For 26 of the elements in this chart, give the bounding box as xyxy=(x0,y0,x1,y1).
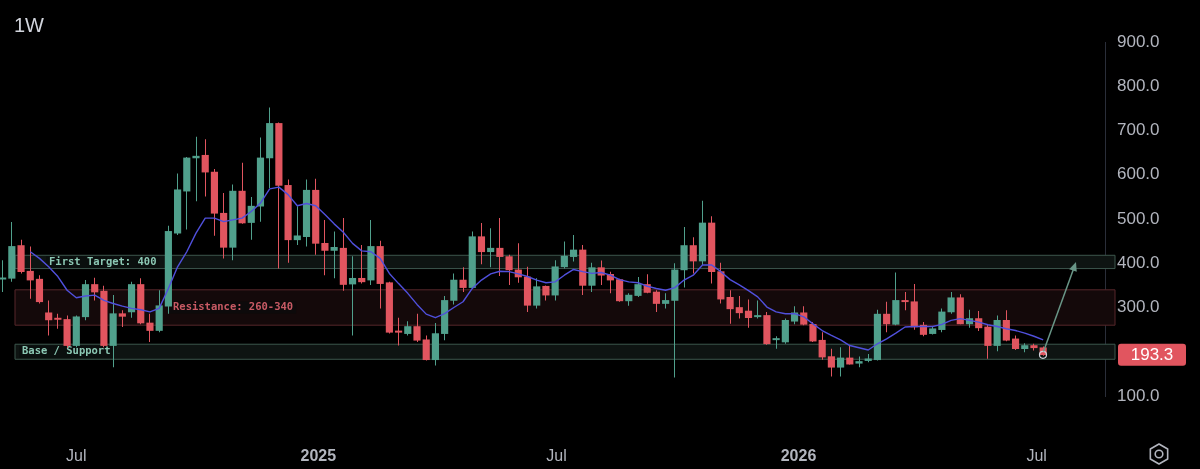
band-label: Base / Support xyxy=(22,344,111,357)
y-tick-label: 300.0 xyxy=(1117,297,1160,317)
y-tick-label: 100.0 xyxy=(1117,385,1160,405)
y-tick-label: 600.0 xyxy=(1117,164,1160,184)
chart-title: 1W xyxy=(14,13,45,36)
y-tick-label: 400.0 xyxy=(1117,252,1160,272)
y-tick-label: 800.0 xyxy=(1117,75,1160,95)
candlestick xyxy=(487,228,495,268)
y-tick-label: 900.0 xyxy=(1117,31,1160,51)
x-tick-label: 2026 xyxy=(780,447,817,465)
text: 193.3 xyxy=(1130,345,1174,365)
y-tick-label: 500.0 xyxy=(1117,208,1160,228)
band-label: Resistance: 260-340 xyxy=(173,300,294,313)
candlestick xyxy=(395,317,403,346)
x-tick-label: 2025 xyxy=(300,447,337,465)
candlestick xyxy=(330,231,338,279)
x-tick-label: Jul xyxy=(66,447,87,465)
x-tick-label: Jul xyxy=(1026,447,1047,465)
y-tick-label: 700.0 xyxy=(1117,120,1160,140)
x-tick-label: Jul xyxy=(546,447,567,465)
candlestick xyxy=(0,260,7,293)
band-label: First Target: 400 xyxy=(49,254,157,267)
candlestick xyxy=(754,300,762,319)
candlestick xyxy=(192,136,200,202)
candlestick xyxy=(348,256,357,336)
candlestick xyxy=(772,336,780,349)
